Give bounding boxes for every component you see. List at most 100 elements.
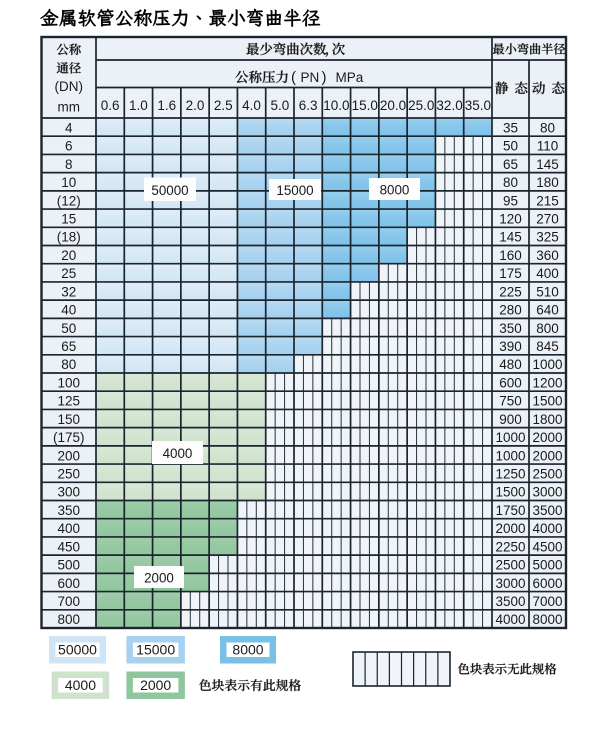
svg-text:2500: 2500 [495, 558, 525, 573]
svg-text:35.0: 35.0 [465, 98, 491, 113]
svg-text:15: 15 [61, 211, 76, 226]
svg-text:2.0: 2.0 [186, 98, 205, 113]
svg-text:1000: 1000 [495, 430, 525, 445]
svg-text:0.6: 0.6 [101, 98, 120, 113]
svg-text:50000: 50000 [58, 642, 97, 658]
svg-text:32.0: 32.0 [436, 98, 462, 113]
svg-text:800: 800 [58, 612, 81, 627]
svg-text:4500: 4500 [532, 539, 562, 554]
svg-text:225: 225 [499, 284, 522, 299]
svg-text:20.0: 20.0 [380, 98, 406, 113]
svg-text:145: 145 [499, 230, 522, 245]
svg-text:(175): (175) [53, 430, 85, 445]
svg-text:120: 120 [499, 211, 522, 226]
svg-text:1200: 1200 [532, 375, 562, 390]
svg-text:4000: 4000 [65, 677, 96, 693]
svg-text:360: 360 [536, 248, 559, 263]
svg-text:25.0: 25.0 [408, 98, 434, 113]
svg-text:95: 95 [503, 193, 518, 208]
svg-text:845: 845 [536, 339, 559, 354]
svg-text:390: 390 [499, 339, 522, 354]
svg-text:2250: 2250 [495, 539, 525, 554]
svg-text:65: 65 [503, 157, 518, 172]
svg-text:150: 150 [58, 412, 81, 427]
svg-text:6000: 6000 [532, 576, 562, 591]
svg-text:600: 600 [499, 375, 522, 390]
svg-text:35: 35 [503, 120, 518, 135]
svg-text:1750: 1750 [495, 503, 525, 518]
svg-text:mm: mm [58, 99, 81, 114]
svg-text:200: 200 [58, 448, 81, 463]
svg-text:3500: 3500 [532, 503, 562, 518]
svg-text:80: 80 [540, 120, 555, 135]
svg-text:40: 40 [61, 303, 76, 318]
svg-text:1250: 1250 [495, 466, 525, 481]
svg-text:2.5: 2.5 [214, 98, 233, 113]
svg-text:32: 32 [61, 284, 76, 299]
svg-text:8000: 8000 [380, 183, 410, 198]
svg-text:1500: 1500 [532, 394, 562, 409]
svg-text:20: 20 [61, 248, 76, 263]
svg-text:2500: 2500 [532, 466, 562, 481]
svg-text:145: 145 [536, 157, 559, 172]
svg-text:180: 180 [536, 175, 559, 190]
svg-text:10.0: 10.0 [323, 98, 349, 113]
svg-text:8000: 8000 [532, 612, 562, 627]
svg-text:): ) [322, 69, 327, 86]
svg-text:1800: 1800 [532, 412, 562, 427]
svg-text:500: 500 [58, 558, 81, 573]
svg-text:3000: 3000 [495, 576, 525, 591]
svg-text:5000: 5000 [532, 558, 562, 573]
svg-text:80: 80 [503, 175, 518, 190]
svg-text:1.0: 1.0 [129, 98, 148, 113]
svg-text:MPa: MPa [336, 70, 364, 85]
svg-text:80: 80 [61, 357, 76, 372]
svg-text:125: 125 [58, 394, 81, 409]
svg-text:280: 280 [499, 303, 522, 318]
svg-text:3500: 3500 [495, 594, 525, 609]
svg-text:480: 480 [499, 357, 522, 372]
svg-text:175: 175 [499, 266, 522, 281]
svg-text:50000: 50000 [151, 183, 188, 198]
svg-text:400: 400 [536, 266, 559, 281]
svg-text:25: 25 [61, 266, 76, 281]
svg-text:215: 215 [536, 193, 559, 208]
svg-text:450: 450 [58, 539, 81, 554]
svg-text:50: 50 [503, 139, 518, 154]
svg-text:350: 350 [58, 503, 81, 518]
svg-text:65: 65 [61, 339, 76, 354]
svg-text:8: 8 [65, 157, 73, 172]
svg-text:900: 900 [499, 412, 522, 427]
svg-text:1.6: 1.6 [157, 98, 176, 113]
svg-text:7000: 7000 [532, 594, 562, 609]
svg-text:325: 325 [536, 230, 559, 245]
svg-text:4000: 4000 [163, 446, 193, 461]
svg-text:4.0: 4.0 [242, 98, 261, 113]
svg-text:5.0: 5.0 [270, 98, 289, 113]
svg-text:1500: 1500 [495, 485, 525, 500]
svg-text:640: 640 [536, 303, 559, 318]
svg-text:160: 160 [499, 248, 522, 263]
svg-text:270: 270 [536, 211, 559, 226]
svg-text:3000: 3000 [532, 485, 562, 500]
svg-text:1000: 1000 [495, 448, 525, 463]
svg-text:(: ( [291, 69, 296, 86]
svg-text:250: 250 [58, 466, 81, 481]
svg-text:15000: 15000 [276, 183, 313, 198]
svg-text:15.0: 15.0 [352, 98, 378, 113]
svg-text:800: 800 [536, 321, 559, 336]
svg-text:4000: 4000 [532, 521, 562, 536]
svg-text:6.3: 6.3 [299, 98, 318, 113]
svg-text:10: 10 [61, 175, 76, 190]
svg-text:100: 100 [58, 375, 81, 390]
svg-text:(18): (18) [57, 230, 81, 245]
svg-text:700: 700 [58, 594, 81, 609]
svg-text:1000: 1000 [532, 357, 562, 372]
svg-text:2000: 2000 [495, 521, 525, 536]
svg-text:(DN): (DN) [55, 79, 84, 94]
svg-text:2000: 2000 [532, 430, 562, 445]
svg-text:400: 400 [58, 521, 81, 536]
svg-text:750: 750 [499, 394, 522, 409]
svg-text:2000: 2000 [140, 677, 171, 693]
svg-text:(12): (12) [57, 193, 81, 208]
